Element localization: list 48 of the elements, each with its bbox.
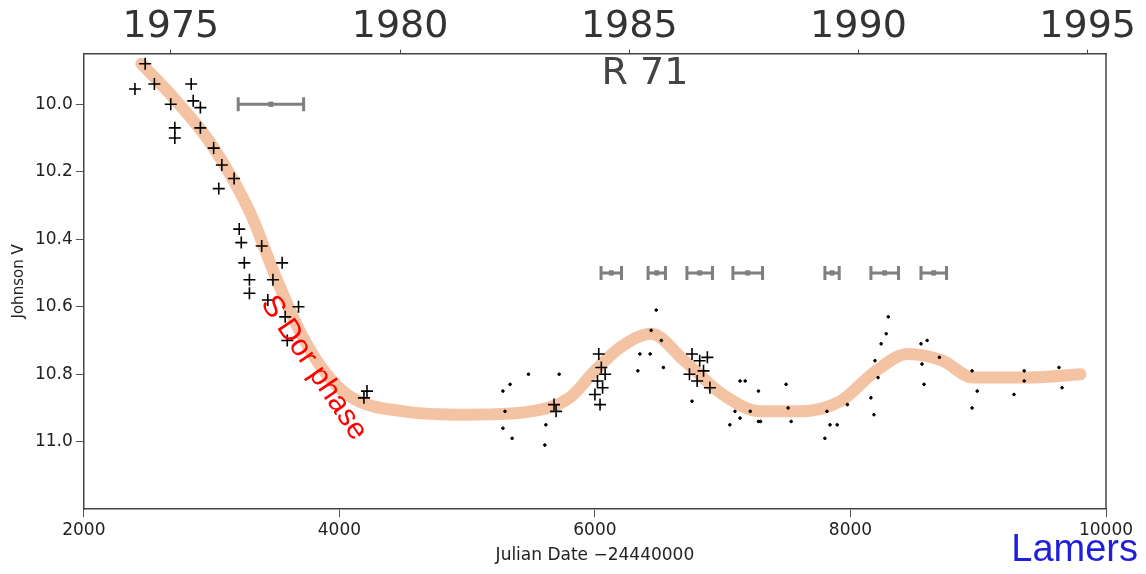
y-axis-title: Johnson V [8,243,27,320]
x-tick-label: 2000 [62,518,106,539]
point [242,272,257,287]
chart-title: R 71 [601,49,689,94]
x-axis-title: Julian Date −24440000 [494,544,695,565]
point [232,222,247,236]
point [275,256,289,270]
point [168,131,182,145]
point [128,82,142,96]
y-tick-label: 10.4 [34,227,73,248]
x2-tick-label: 1980 [351,1,449,46]
point [593,397,607,412]
point [227,171,241,186]
y-tick-label: 10.8 [34,362,73,383]
point [549,404,563,419]
point [138,56,152,71]
x-tick-label: 4000 [317,518,362,539]
x-tick-label: 6000 [573,518,617,539]
x2-tick-label: 1975 [122,1,220,46]
y-tick-label: 10.2 [34,160,73,181]
point [696,364,711,378]
x2-tick-label: 1985 [580,1,678,46]
point [700,350,715,365]
y-tick-label: 10.0 [34,92,73,113]
point [147,77,162,91]
point [254,239,269,253]
point [215,158,229,172]
point [211,181,226,196]
point [168,121,182,135]
point [291,299,306,314]
point [588,387,602,402]
x2-tick-label: 1990 [810,1,907,46]
point [703,380,717,395]
point [184,77,198,91]
point [206,141,221,155]
x2-tick-label: 1995 [1039,1,1137,46]
point [237,256,252,270]
y-tick-label: 11.0 [34,430,73,451]
y-tick-label: 10.6 [34,295,73,316]
point [242,286,257,301]
point [547,397,561,412]
point [163,97,178,112]
x-tick-label: 10000 [1078,518,1134,539]
point [193,121,208,135]
x-tick-label: 8000 [828,518,873,539]
point [266,272,280,287]
point [234,235,249,250]
point [591,347,606,361]
